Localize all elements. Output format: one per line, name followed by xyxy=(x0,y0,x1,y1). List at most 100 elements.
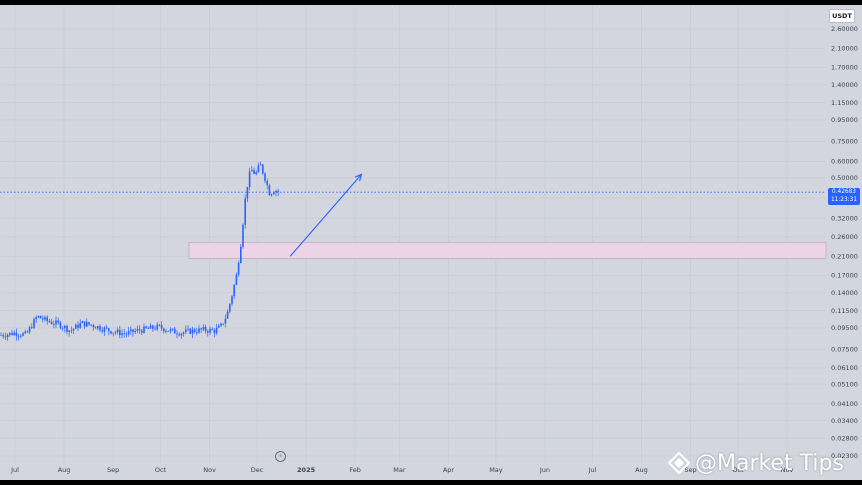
candle-body xyxy=(24,331,26,334)
candle-body xyxy=(127,331,130,335)
candle-body xyxy=(59,322,62,328)
currency-button[interactable]: USDT xyxy=(829,9,855,23)
candle-body xyxy=(61,327,64,329)
candle-body xyxy=(105,327,108,329)
candle-body xyxy=(88,322,90,325)
x-tick-label: 2025 xyxy=(297,466,316,474)
candle-body xyxy=(257,165,260,172)
bar-countdown: 11:23:31 xyxy=(830,197,858,203)
candle-body xyxy=(147,328,150,329)
y-tick-label: 1.70000 xyxy=(831,64,858,72)
candle-body xyxy=(26,331,29,333)
y-tick-label: 0.05100 xyxy=(831,380,858,388)
candle-body xyxy=(152,325,154,329)
candle-body xyxy=(220,323,222,326)
candle-body xyxy=(167,330,169,332)
candle-body xyxy=(119,329,121,336)
y-tick-label: 0.06100 xyxy=(831,364,858,372)
y-tick-label: 0.50000 xyxy=(831,174,858,182)
candle-body xyxy=(182,332,185,334)
candle-body xyxy=(222,323,224,325)
candle-body xyxy=(92,324,95,328)
candle-body xyxy=(112,332,114,334)
candle-body xyxy=(17,335,20,337)
x-tick-label: Oct xyxy=(732,466,744,474)
candle-body xyxy=(94,327,97,329)
candle-body xyxy=(99,326,101,331)
candle-body xyxy=(15,332,18,336)
candle-body xyxy=(226,311,229,319)
x-tick-label: Oct xyxy=(155,466,167,474)
support-zone xyxy=(188,242,827,259)
candle-body xyxy=(132,329,134,333)
candle-body xyxy=(235,274,238,285)
candle-body xyxy=(178,334,180,336)
candle-body xyxy=(79,323,81,328)
candle-body xyxy=(77,324,79,328)
x-tick-label: Jun xyxy=(539,466,550,474)
last-price-value: 0.42683 xyxy=(832,189,856,195)
candle-body xyxy=(138,329,141,331)
y-tick-label: 0.03400 xyxy=(831,417,858,425)
candle-body xyxy=(125,333,128,335)
diamond-logo-icon xyxy=(668,452,690,474)
candle-body xyxy=(180,333,183,336)
candle-body xyxy=(70,330,73,332)
candle-body xyxy=(242,224,244,247)
x-tick-label: Feb xyxy=(349,466,361,474)
y-tick-label: 0.26000 xyxy=(831,233,858,241)
candle-body xyxy=(130,329,132,332)
candle-body xyxy=(187,328,189,330)
candle-body xyxy=(72,328,75,331)
candle-body xyxy=(57,320,59,323)
candle-body xyxy=(13,332,15,336)
candle-body xyxy=(75,324,77,329)
candle-body xyxy=(46,317,48,322)
candle-body xyxy=(156,324,158,330)
candle-body xyxy=(121,333,123,336)
candle-body xyxy=(229,303,231,312)
x-tick-label: Jul xyxy=(587,466,596,474)
candle-body xyxy=(211,328,213,330)
candle-body xyxy=(174,328,176,334)
candle-body xyxy=(231,296,233,304)
candle-body xyxy=(81,321,84,324)
candle-body xyxy=(149,325,152,329)
candle-body xyxy=(123,333,125,334)
candle-body xyxy=(277,190,279,192)
candle-body xyxy=(169,329,172,332)
candle-body xyxy=(55,320,57,325)
x-tick-label: Jul xyxy=(10,466,19,474)
candle-body xyxy=(163,328,165,332)
price-chart[interactable]: 2.60000 2.10000 1.70000 1.40000 1.15000 0.950… xyxy=(0,5,862,480)
candle-body xyxy=(246,186,249,199)
y-tick-label: 0.32000 xyxy=(831,214,858,222)
candle-body xyxy=(9,332,11,335)
x-tick-label: Nov xyxy=(781,466,794,474)
x-tick-label: Dec xyxy=(251,466,264,474)
candle-body xyxy=(213,329,216,334)
candle-body xyxy=(33,319,35,328)
watermark: @Market Tips xyxy=(668,450,844,476)
y-tick-label: 0.17000 xyxy=(831,272,858,280)
candle-body xyxy=(64,325,66,328)
candle-body xyxy=(275,190,277,193)
candle-body xyxy=(215,327,218,334)
candle-body xyxy=(68,330,70,332)
x-tick-label: Sep xyxy=(684,466,696,474)
y-tick-label: 0.95000 xyxy=(831,116,858,124)
candle-body xyxy=(259,164,262,166)
candle-body xyxy=(108,328,110,332)
candle-body xyxy=(116,329,119,333)
candle-body xyxy=(90,324,92,326)
lightning-icon[interactable]: ⚡ xyxy=(275,451,286,462)
candle-body xyxy=(224,318,227,324)
candle-body xyxy=(11,332,13,336)
candle-body xyxy=(20,335,22,337)
y-tick-label: 0.60000 xyxy=(831,158,858,166)
candle-body xyxy=(176,333,178,335)
y-tick-label: 0.09500 xyxy=(831,324,858,332)
candle-body xyxy=(134,330,136,333)
candle-body xyxy=(270,194,273,196)
candle-body xyxy=(158,324,161,326)
